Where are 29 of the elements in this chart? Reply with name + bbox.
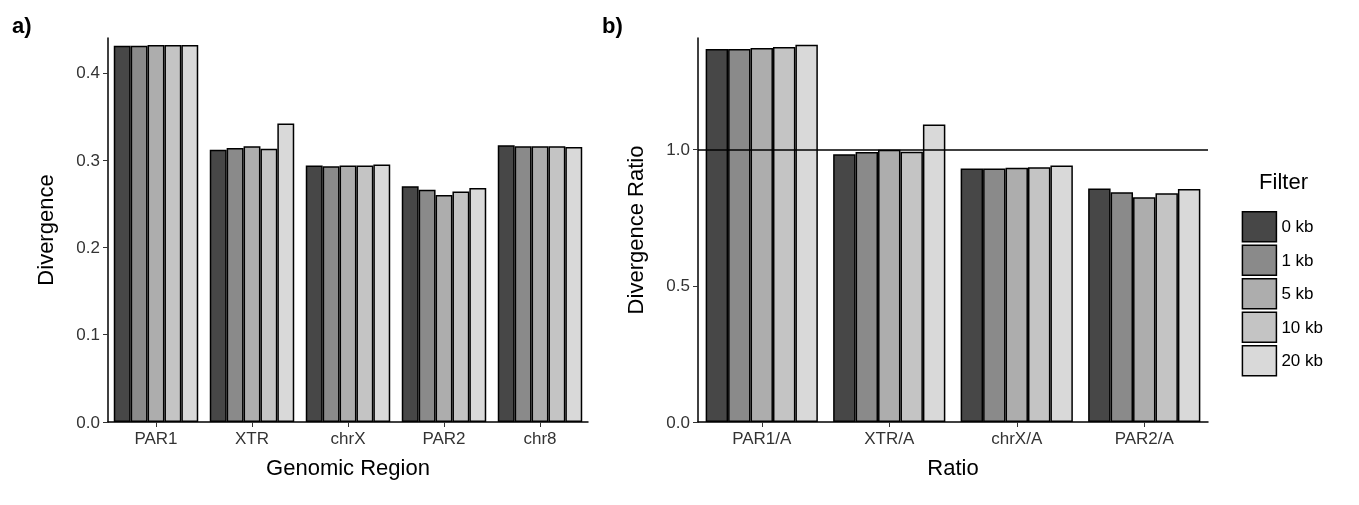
legend-label: 10 kb: [1281, 317, 1324, 337]
y-axis-title: Divergence: [32, 174, 58, 286]
x-tick-label: PAR1/A: [732, 429, 793, 448]
x-tick-label: chrX: [330, 429, 366, 448]
y-tick-label: 0.3: [76, 150, 100, 170]
y-tick-label: 0.4: [76, 63, 100, 83]
x-tick-label: PAR2: [422, 429, 466, 448]
y-tick-label: 0.5: [666, 276, 690, 296]
y-tick-label: 0.0: [76, 412, 100, 432]
x-tick-label: PAR1: [134, 429, 178, 448]
y-axis-title: Divergence Ratio: [622, 145, 648, 315]
x-tick-label: XTR: [235, 429, 269, 448]
legend-label: 20 kb: [1281, 351, 1324, 371]
legend-label: 0 kb: [1281, 217, 1314, 237]
y-tick-label: 0.2: [76, 237, 100, 257]
y-tick-label: 0.0: [666, 412, 690, 432]
x-axis-title: Genomic Region: [266, 454, 430, 480]
x-tick-label: PAR2/A: [1114, 429, 1175, 448]
legend-label: 1 kb: [1281, 250, 1314, 270]
chart-title: b): [602, 12, 623, 38]
x-tick-label: XTR/A: [864, 429, 915, 448]
chart-title: a): [12, 12, 32, 38]
x-tick-label: chrX/A: [991, 429, 1043, 448]
y-tick-label: 0.1: [76, 325, 100, 345]
legend-label: 5 kb: [1281, 284, 1314, 304]
legend-title: Filter: [1259, 168, 1308, 194]
y-tick-label: 1.0: [666, 140, 690, 160]
x-tick-label: chr8: [523, 429, 557, 448]
x-axis-title: Ratio: [927, 454, 979, 480]
